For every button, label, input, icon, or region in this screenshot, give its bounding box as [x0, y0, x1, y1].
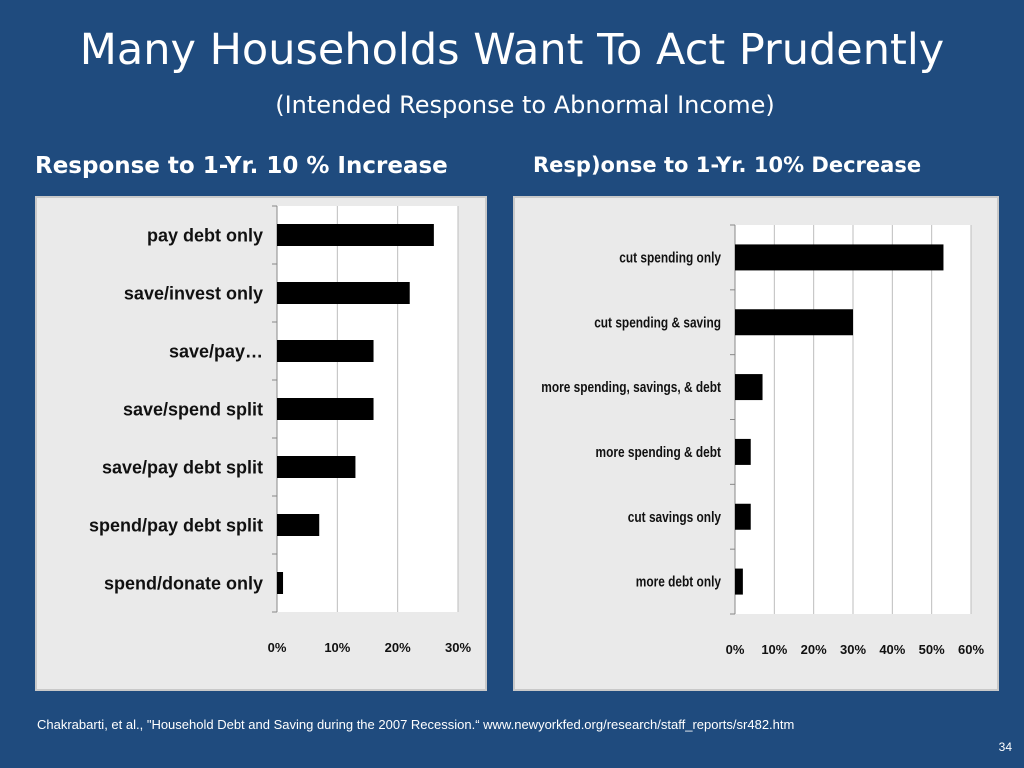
category-label: save/invest only	[124, 283, 263, 303]
decrease-chart-heading: Resp)onse to 1-Yr. 10% Decrease	[533, 153, 922, 177]
category-label: cut spending & saving	[594, 315, 721, 331]
bar-save-spend-split	[277, 398, 374, 420]
category-label: more spending & debt	[596, 445, 722, 461]
citation-text: Chakrabarti, et al., "Household Debt and…	[37, 717, 795, 732]
bar-save-invest-only	[277, 282, 410, 304]
x-tick-label: 0%	[726, 642, 745, 657]
page-number: 34	[998, 740, 1012, 754]
x-tick-label: 30%	[840, 642, 866, 657]
decrease-chart: cut spending only cut spending & saving mo…	[541, 224, 984, 657]
x-tick-label: 20%	[385, 640, 411, 655]
x-tick-label: 60%	[958, 642, 984, 657]
category-label: spend/donate only	[104, 573, 263, 593]
bar-cut-spending-only	[735, 244, 944, 271]
category-label: cut savings only	[628, 510, 721, 526]
bar-more-spending-savings-debt	[735, 374, 763, 401]
category-label: save/spend split	[123, 399, 263, 419]
x-tick-label: 30%	[445, 640, 471, 655]
bar-cut-spending-saving	[735, 309, 853, 336]
decrease-chart-panel: cut spending only cut spending & saving mo…	[513, 196, 999, 691]
category-label: pay debt only	[147, 225, 263, 245]
bar-save-pay	[277, 340, 374, 362]
x-tick-label: 50%	[919, 642, 945, 657]
category-label: more debt only	[636, 575, 721, 591]
bar-pay-debt-only	[277, 224, 434, 246]
category-label: cut spending only	[619, 250, 721, 266]
x-tick-label: 20%	[801, 642, 827, 657]
bar-more-spending-debt	[735, 438, 751, 465]
slide-title: Many Households Want To Act Prudently	[79, 25, 945, 75]
category-label: save/pay…	[169, 341, 263, 361]
category-label: more spending, savings, & debt	[541, 380, 721, 396]
x-tick-label: 40%	[879, 642, 905, 657]
x-tick-label: 10%	[324, 640, 350, 655]
increase-chart-panel: pay debt only save/invest only save/pay… sa…	[35, 196, 487, 691]
bar-save-pay-debt-split	[277, 456, 356, 478]
x-tick-label: 0%	[268, 640, 287, 655]
bar-spend-donate-only	[277, 572, 284, 594]
increase-chart-heading: Response to 1-Yr. 10 % Increase	[35, 153, 448, 179]
slide-subtitle: (Intended Response to Abnormal Income)	[275, 91, 775, 119]
bar-spend-pay-debt-split	[277, 514, 320, 536]
increase-chart: pay debt only save/invest only save/pay… sa…	[89, 205, 471, 655]
category-label: save/pay debt split	[102, 457, 263, 477]
category-label: spend/pay debt split	[89, 515, 263, 535]
bar-cut-savings-only	[735, 503, 751, 530]
bar-more-debt-only	[735, 568, 743, 595]
x-tick-label: 10%	[761, 642, 787, 657]
